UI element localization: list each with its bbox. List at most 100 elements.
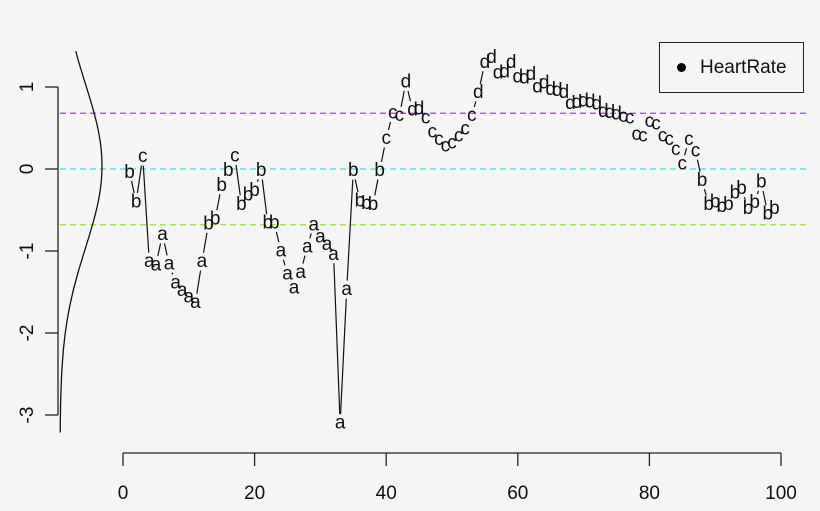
data-point-label: d	[480, 52, 491, 73]
data-point-label: c	[467, 105, 477, 126]
data-point-label: d	[578, 90, 589, 111]
data-point-label: c	[428, 122, 438, 143]
data-point-label: c	[625, 108, 635, 129]
data-point-label: b	[743, 198, 754, 219]
data-point-label: d	[401, 72, 412, 93]
y-tick-label: 0	[17, 164, 38, 175]
data-point-label: d	[519, 67, 530, 88]
data-point-label: b	[223, 160, 234, 181]
data-point-label: a	[328, 244, 339, 265]
data-point-label: d	[407, 99, 418, 120]
data-point-label: b	[723, 194, 734, 215]
data-point-label: d	[532, 77, 543, 98]
data-point-label: d	[473, 82, 484, 103]
data-point-label: a	[302, 236, 313, 257]
data-point-label: c	[434, 129, 444, 150]
data-point-label: c	[638, 126, 648, 147]
legend-label: HeartRate	[700, 56, 787, 78]
x-tick-label: 0	[118, 483, 129, 504]
data-point-label: c	[381, 128, 391, 149]
y-tick-label: -3	[17, 407, 38, 424]
data-point-label: a	[197, 251, 208, 272]
data-point-label: a	[309, 214, 320, 235]
data-point-label: a	[341, 279, 352, 300]
data-point-label: b	[249, 180, 260, 201]
data-point-label: c	[138, 146, 148, 167]
x-axis: 0 20 40 60 80 100	[118, 452, 797, 504]
data-point-label: b	[730, 182, 741, 203]
data-point-label: a	[184, 286, 195, 307]
data-point-label: b	[348, 160, 359, 181]
data-point-label: b	[269, 213, 280, 234]
data-point-label: a	[177, 280, 188, 301]
data-point-label: d	[552, 80, 563, 101]
data-point-label: d	[486, 47, 497, 68]
data-point-label: a	[276, 241, 287, 262]
data-point-label: b	[216, 175, 227, 196]
data-point-label: a	[157, 224, 168, 245]
data-point-label: b	[736, 178, 747, 199]
data-point-label: b	[703, 194, 714, 215]
x-tick-label: 100	[765, 483, 797, 504]
data-point-label: a	[289, 277, 300, 298]
data-point-label: c	[658, 126, 668, 147]
data-point-label: a	[151, 254, 162, 275]
y-tick-label: -1	[17, 243, 38, 260]
x-tick-label: 60	[507, 483, 528, 504]
data-point-label: b	[236, 194, 247, 215]
data-point-label: a	[164, 254, 175, 275]
data-point-label: c	[618, 106, 628, 127]
data-point-label: c	[441, 136, 451, 157]
data-point-label: d	[565, 93, 576, 114]
data-point-label: b	[210, 209, 221, 230]
data-point-label: c	[230, 145, 240, 166]
data-point-label: d	[499, 62, 510, 83]
data-point-label: d	[414, 99, 425, 120]
data-point-label: c	[388, 103, 398, 124]
data-point-label: b	[756, 172, 767, 193]
data-point-label: d	[585, 91, 596, 112]
data-point-label: b	[763, 204, 774, 225]
data-point-label: b	[769, 198, 780, 219]
data-point-label: c	[454, 126, 464, 147]
data-point-label: b	[710, 191, 721, 212]
data-point-label: b	[368, 194, 379, 215]
y-tick-label: 1	[17, 82, 38, 93]
y-axis: 1 0 -1 -2 -3	[17, 82, 59, 424]
data-point-label: b	[749, 192, 760, 213]
data-point-label: c	[447, 132, 457, 153]
data-point-label: b	[131, 191, 142, 212]
data-point-label: d	[513, 67, 524, 88]
data-point-label: a	[315, 227, 326, 248]
x-tick-label: 20	[244, 483, 265, 504]
series-line-segments	[130, 71, 767, 415]
data-point-label: d	[598, 101, 609, 122]
data-point-label: d	[559, 82, 570, 103]
x-tick-label: 80	[639, 483, 660, 504]
data-point-label: a	[190, 292, 201, 313]
data-point-label: b	[203, 213, 214, 234]
data-point-label: c	[421, 108, 431, 129]
data-point-label: b	[355, 190, 366, 211]
data-point-label: b	[262, 213, 273, 234]
data-point-label: c	[645, 111, 655, 132]
data-point-label: a	[170, 272, 181, 293]
data-point-label: b	[243, 185, 254, 206]
reference-lines	[60, 112, 808, 226]
data-point-label: d	[572, 92, 583, 113]
data-point-label: d	[506, 52, 517, 73]
data-point-label: b	[361, 193, 372, 214]
data-point-label: d	[493, 63, 504, 84]
data-point-label: c	[395, 105, 405, 126]
data-point-label: c	[651, 113, 661, 134]
y-tick-label: -2	[17, 325, 38, 342]
data-point-label: a	[295, 262, 306, 283]
data-point-label: d	[539, 72, 550, 93]
data-point-label: c	[691, 140, 701, 161]
data-point-label: b	[716, 196, 727, 217]
data-point-label: c	[664, 129, 674, 150]
data-point-label: c	[631, 124, 641, 145]
data-point-label: c	[460, 118, 470, 139]
data-point-label: d	[591, 94, 602, 115]
